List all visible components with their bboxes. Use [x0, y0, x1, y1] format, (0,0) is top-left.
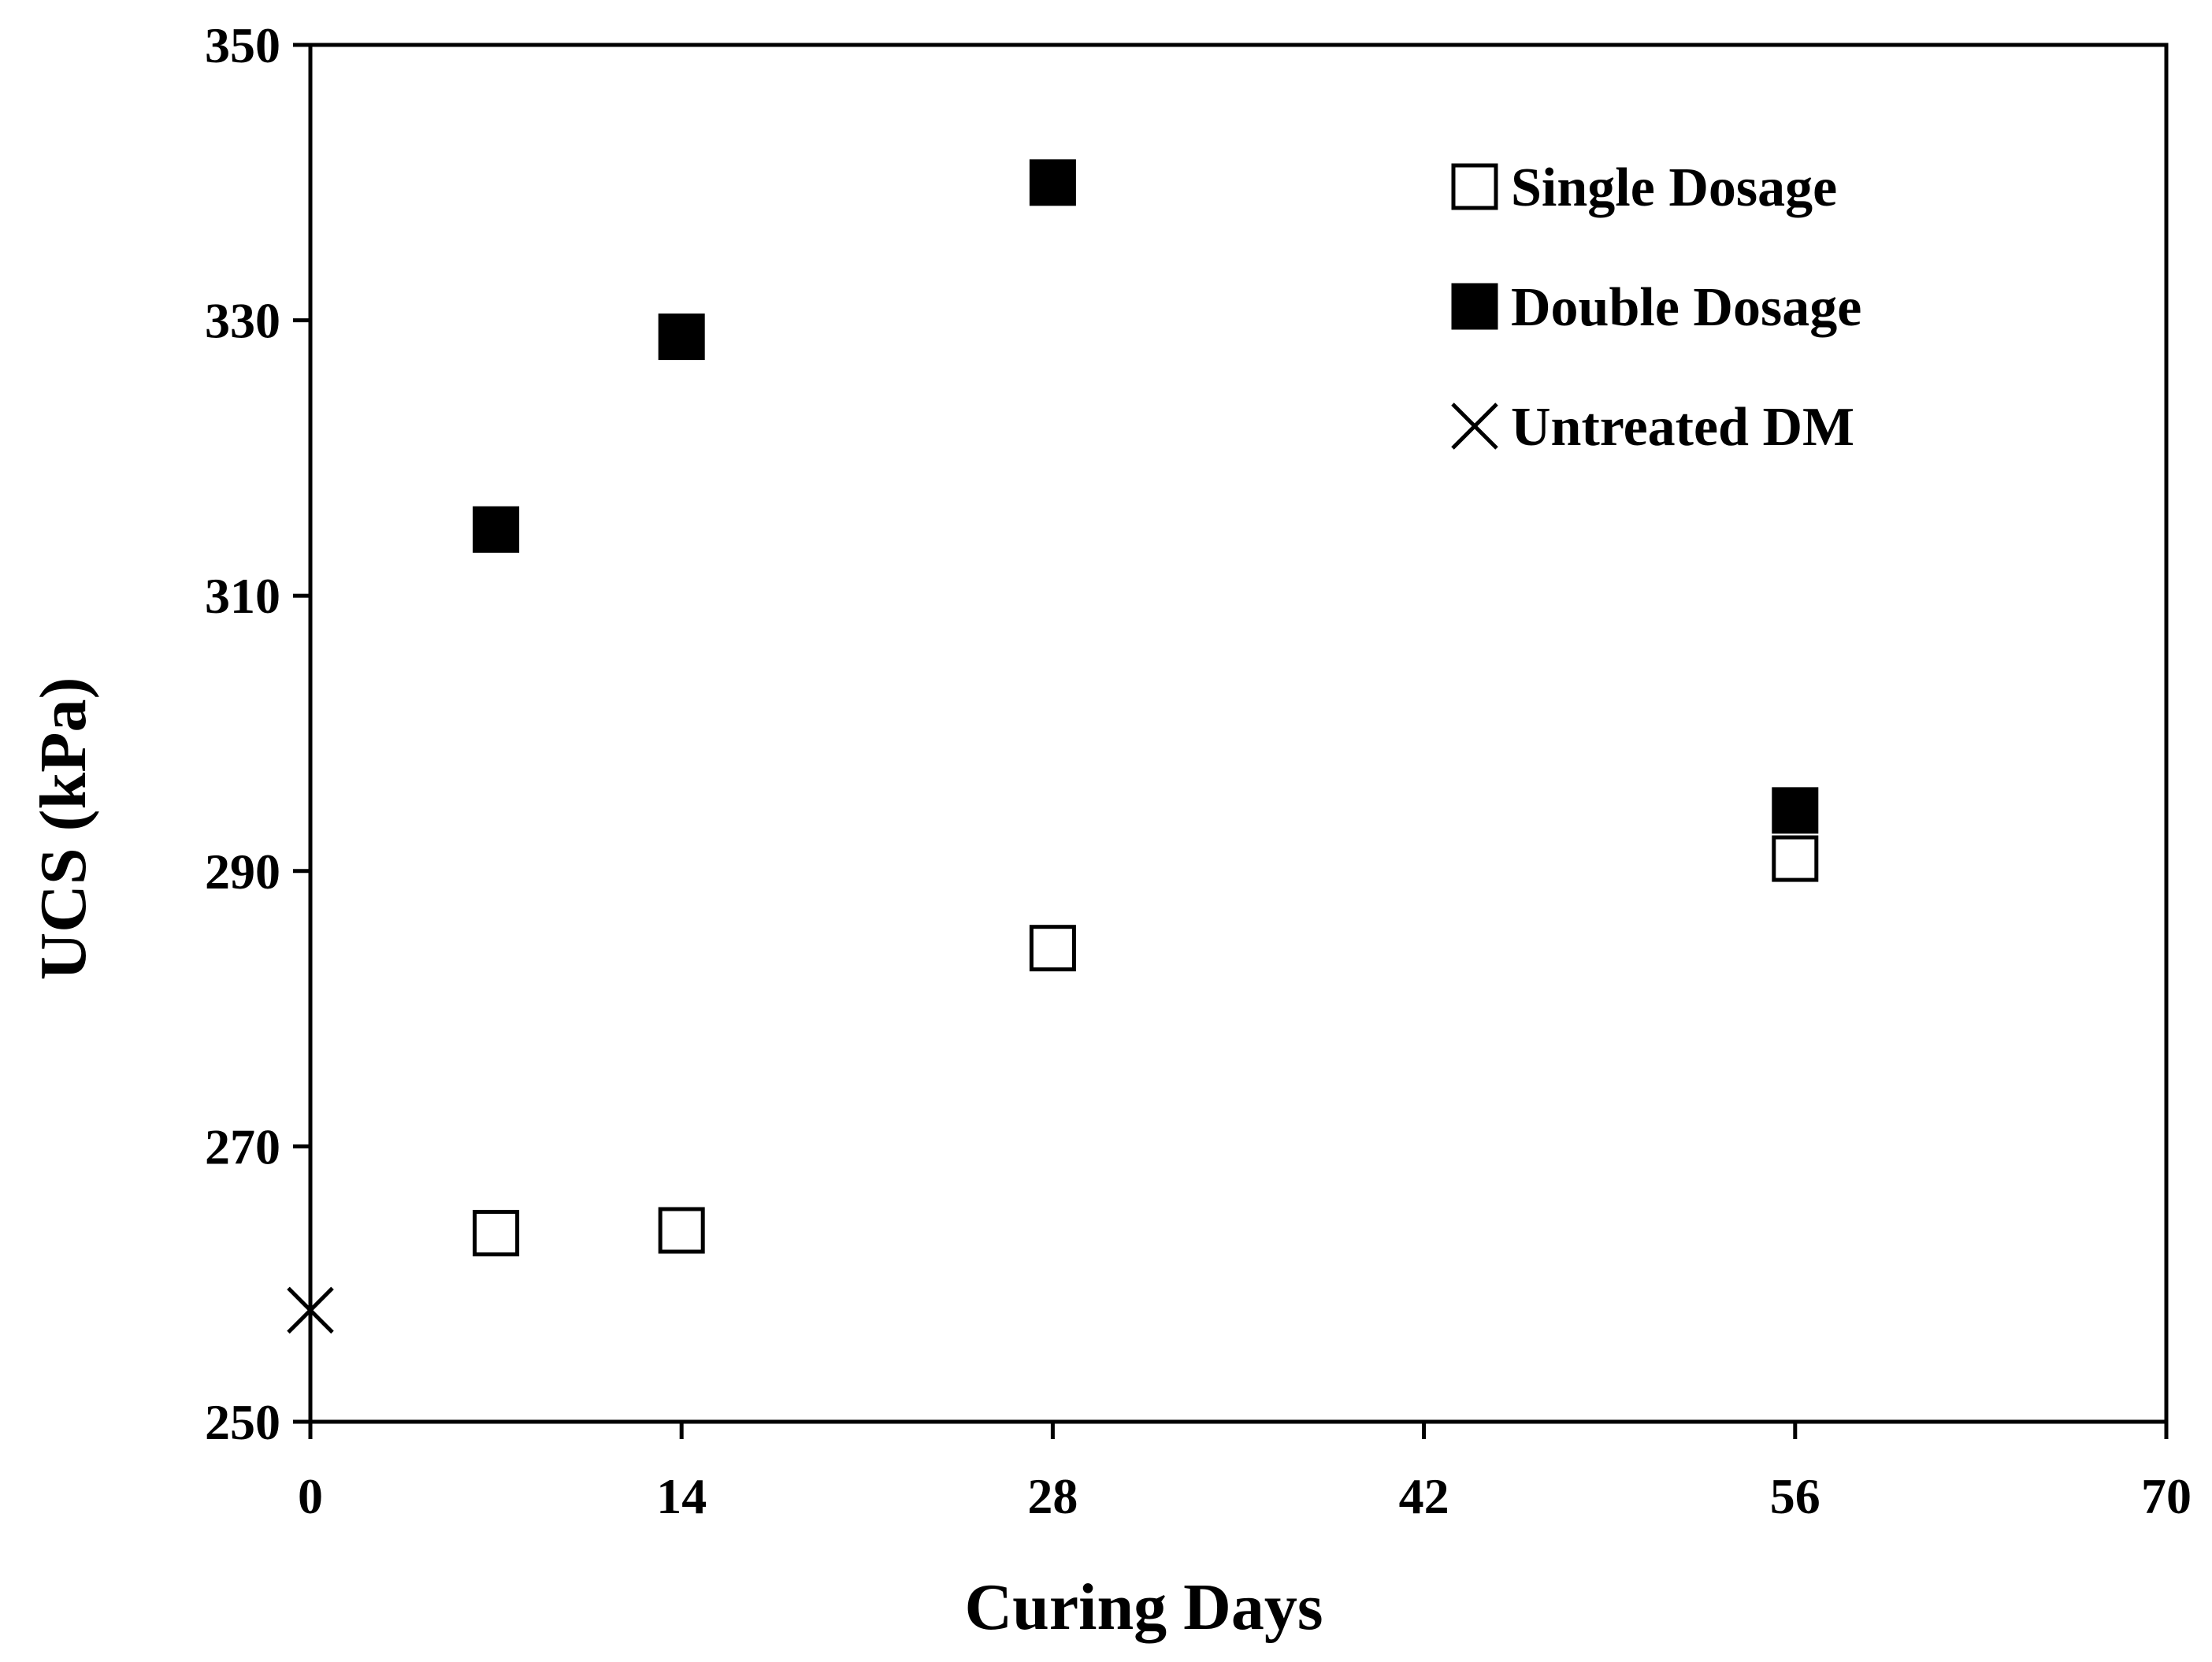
y-tick-label: 350 [205, 17, 280, 73]
data-point [1772, 787, 1819, 834]
legend-marker [1451, 163, 1498, 210]
legend-marker [1451, 403, 1498, 450]
x-tick-label: 0 [298, 1468, 323, 1524]
y-tick-label: 310 [205, 568, 280, 624]
y-axis: 250 270 290 310 330 350 [205, 17, 310, 1450]
legend-label: Untreated DM [1511, 397, 1854, 458]
plot-area [308, 43, 2169, 1424]
y-tick-label: 330 [205, 293, 280, 349]
data-point [1772, 835, 1819, 882]
x-axis-title: Curing Days [964, 1571, 1323, 1644]
data-point [473, 506, 520, 553]
y-tick-label: 290 [205, 844, 280, 900]
data-point [658, 1207, 705, 1254]
y-tick-label: 270 [205, 1119, 280, 1174]
x-tick-label: 28 [1027, 1468, 1078, 1524]
legend: Single Dosage Double Dosage Untreated DM [1451, 158, 1861, 458]
data-point [473, 1210, 520, 1257]
x-tick-label: 14 [656, 1468, 707, 1524]
x-tick-label: 42 [1399, 1468, 1449, 1524]
data-point [287, 1286, 334, 1334]
legend-marker [1451, 283, 1498, 330]
y-axis-title: UCS (kPa) [27, 677, 100, 980]
data-points [287, 159, 1819, 1334]
y-tick-label: 250 [205, 1394, 280, 1450]
x-tick-label: 70 [2141, 1468, 2192, 1524]
data-point [658, 313, 705, 361]
x-tick-label: 56 [1770, 1468, 1820, 1524]
legend-label: Double Dosage [1511, 277, 1861, 338]
data-point [1029, 925, 1076, 972]
legend-label: Single Dosage [1511, 158, 1837, 218]
data-point [1029, 159, 1076, 206]
x-axis: 0 14 28 42 56 70 [298, 1422, 2192, 1524]
